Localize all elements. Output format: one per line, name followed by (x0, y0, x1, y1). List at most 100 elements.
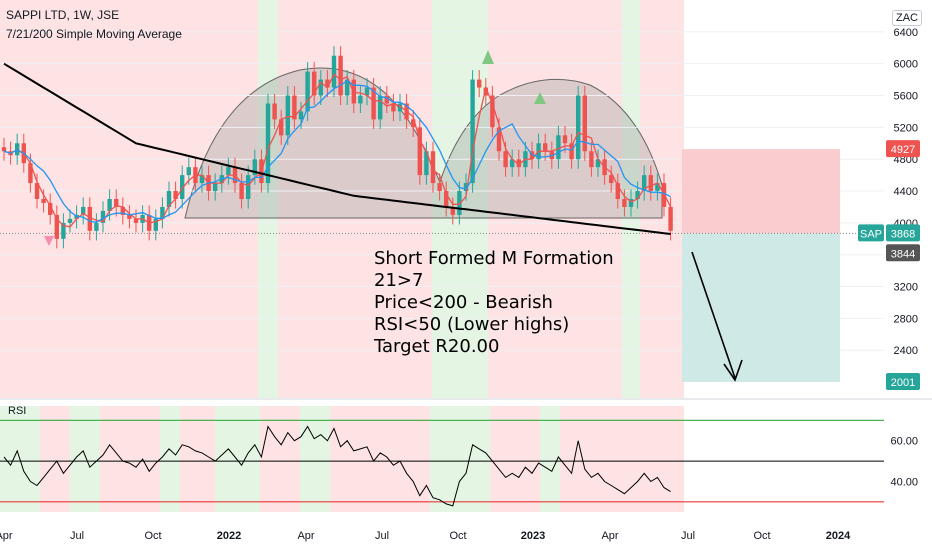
candle-body (648, 175, 653, 192)
candle-body (470, 79, 475, 184)
analysis-annotation: Short Formed M Formation 21>7 Price<200 … (374, 248, 614, 358)
candle-body (186, 167, 191, 176)
candle-body (417, 127, 422, 176)
candle-body (384, 95, 389, 104)
candle-body (213, 183, 218, 192)
candle-body (199, 175, 205, 184)
target-arrow-shaft (691, 251, 736, 379)
candle-body (312, 71, 317, 96)
rsi-regime-zone (215, 406, 260, 512)
price-label-bg (886, 224, 920, 242)
candle-body (424, 151, 429, 176)
candle-body (173, 191, 178, 199)
target-box (682, 233, 840, 383)
candle-body (114, 199, 119, 207)
candle-body (569, 143, 574, 160)
price-label-bg (886, 140, 920, 158)
buy-signal-marker (534, 92, 546, 104)
candle-body (239, 183, 244, 199)
candle-body (457, 191, 462, 215)
candle-body (226, 167, 231, 176)
candle-body (252, 159, 257, 176)
annotation-line-2: 21>7 (374, 270, 424, 291)
candle-body (595, 159, 601, 168)
candle-body (246, 175, 251, 199)
regime-zone (488, 0, 622, 398)
candle-body (133, 218, 139, 223)
price-tick-label: 6000 (894, 59, 918, 71)
candle-body (582, 95, 587, 152)
annotation-line-1: Short Formed M Formation (374, 248, 614, 269)
price-label: 3844 (891, 248, 915, 260)
rsi-tick-label: 60.00 (890, 436, 918, 448)
regime-zone (258, 0, 278, 398)
price-label: 3868 (891, 228, 915, 240)
target-arrow-head (723, 359, 743, 382)
candle-body (576, 95, 581, 160)
candle-body (450, 206, 455, 215)
candle-body (444, 191, 449, 207)
candle-body (1, 147, 7, 152)
candle-body (615, 183, 620, 199)
candle-body (490, 95, 495, 128)
candle-body (338, 55, 343, 96)
annotation-line-3: Price<200 - Bearish (374, 292, 553, 313)
time-tick-label: Apr (0, 530, 13, 542)
candle-body (483, 87, 488, 96)
candle-body (503, 151, 508, 168)
candle-body (463, 183, 469, 192)
candle-body (397, 103, 403, 112)
price-tick-label: 6400 (894, 27, 918, 39)
candle-body (285, 95, 290, 136)
buy-signal-marker (482, 50, 494, 64)
price-tick-label: 3200 (894, 282, 918, 294)
candle-body (437, 183, 442, 192)
candle-body (166, 191, 172, 207)
chart-title: SAPPI LTD, 1W, JSE (6, 8, 120, 22)
sell-signal-marker (44, 236, 54, 246)
candle-body (331, 55, 337, 88)
candle-body (635, 191, 640, 199)
candle-body (562, 135, 568, 144)
candle-body (61, 222, 66, 239)
time-tick-label: Oct (753, 530, 770, 542)
candle-body (67, 218, 73, 223)
candle-body (127, 214, 132, 219)
time-tick-label: 2024 (826, 530, 851, 542)
candle-body (318, 79, 323, 96)
candle-body (34, 183, 40, 199)
candle-body (100, 210, 106, 223)
candle-body (305, 71, 310, 112)
candle-body (153, 218, 158, 231)
candle-body (180, 175, 185, 199)
sma7-line (3, 73, 672, 228)
candle-body (160, 206, 165, 219)
candle-body (87, 206, 92, 231)
candle-body (496, 127, 502, 152)
regime-zone (278, 0, 432, 398)
candle-body (345, 79, 350, 96)
candle-body (556, 135, 561, 160)
price-label-bg (886, 373, 920, 391)
candle-body (642, 175, 647, 192)
rsi-regime-zone (300, 406, 330, 512)
rsi-regime-zone (540, 406, 560, 512)
candle-body (74, 214, 79, 219)
price-tick-label: 2400 (894, 345, 918, 357)
candle-body (107, 199, 112, 211)
candle-body (371, 87, 376, 120)
time-tick-label: 2023 (521, 530, 545, 542)
candle-body (411, 119, 416, 128)
rsi-regime-zone (180, 406, 215, 512)
candle-body (622, 199, 627, 207)
candle-body (477, 79, 482, 88)
candle-body (292, 95, 297, 120)
time-tick-label: Jul (70, 530, 84, 542)
currency-badge[interactable]: ZAC (892, 10, 922, 26)
candle-body (81, 206, 86, 215)
rsi-line (3, 425, 671, 507)
candle-body (543, 143, 548, 152)
candle-body (28, 163, 33, 184)
indicator-subtitle: 7/21/200 Simple Moving Average (6, 27, 182, 41)
